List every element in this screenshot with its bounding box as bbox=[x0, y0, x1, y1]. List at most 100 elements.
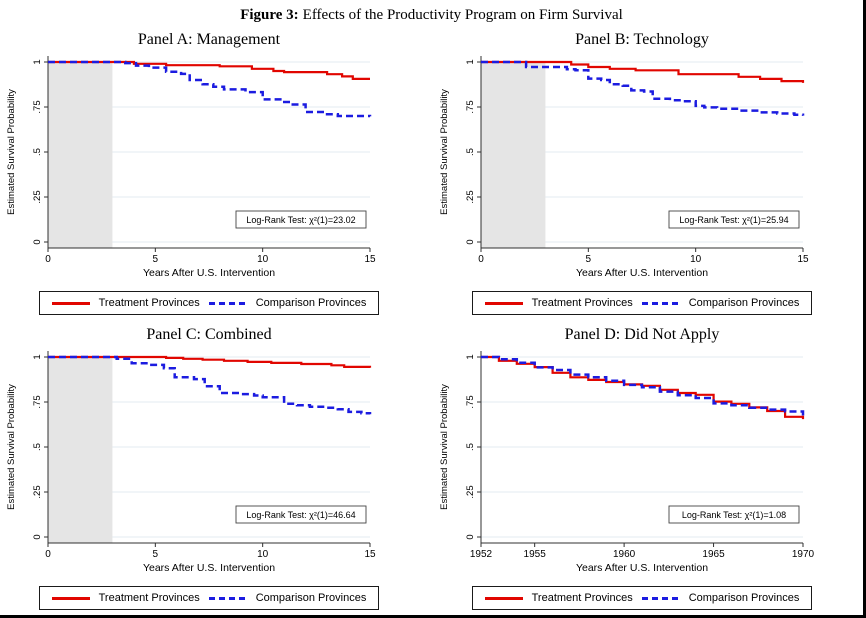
series-treatment-path bbox=[48, 60, 370, 80]
x-tick-label: 15 bbox=[797, 254, 809, 265]
logrank-box bbox=[235, 210, 367, 229]
x-tick-label: 15 bbox=[364, 254, 376, 265]
logrank-text: Log-Rank Test: χ²(1)=46.64 bbox=[246, 510, 355, 520]
logrank-text: Log-Rank Test: χ²(1)=23.02 bbox=[246, 215, 355, 225]
comparison-line-sample bbox=[208, 301, 247, 305]
y-tick-label: .25 bbox=[32, 190, 43, 203]
comparison-line-sample bbox=[641, 301, 680, 305]
y-tick-label: .25 bbox=[465, 190, 476, 203]
x-tick-label: 0 bbox=[45, 549, 51, 560]
series-treatment-path bbox=[481, 60, 805, 83]
y-tick-label: .25 bbox=[465, 485, 476, 498]
legend: Treatment Provinces Comparison Provinces bbox=[2, 291, 416, 315]
x-tick-label: 1970 bbox=[792, 549, 815, 560]
y-tick-label: .5 bbox=[465, 443, 476, 451]
legend-label-comparison: Comparison Provinces bbox=[255, 297, 367, 309]
y-tick-label: 1 bbox=[32, 354, 43, 359]
treatment-line-sample bbox=[484, 301, 523, 305]
legend-label-treatment: Treatment Provinces bbox=[98, 592, 200, 604]
x-tick-label: 1960 bbox=[613, 549, 636, 560]
y-tick-label: .75 bbox=[465, 100, 476, 113]
legend-label-treatment: Treatment Provinces bbox=[531, 297, 633, 309]
logrank-box bbox=[235, 505, 367, 524]
legend-box: Treatment Provinces Comparison Provinces bbox=[471, 291, 813, 315]
treatment-line-sample bbox=[51, 596, 90, 600]
figure-title-text: Effects of the Productivity Program on F… bbox=[302, 7, 623, 23]
x-tick-label: 10 bbox=[257, 254, 269, 265]
panel-a-title: Panel A: Management bbox=[137, 31, 281, 48]
panel-c-title: Panel C: Combined bbox=[146, 326, 272, 343]
legend-label-comparison: Comparison Provinces bbox=[255, 592, 367, 604]
logrank-box bbox=[668, 210, 800, 229]
series-comparison-path bbox=[48, 60, 372, 118]
logrank-text: Log-Rank Test: χ²(1)=25.94 bbox=[679, 215, 788, 225]
y-tick-label: .75 bbox=[465, 395, 476, 408]
logrank-text: Log-Rank Test: χ²(1)=1.08 bbox=[682, 510, 786, 520]
x-tick-label: 1955 bbox=[524, 549, 547, 560]
treatment-line-sample bbox=[51, 301, 90, 305]
panel-d-title: Panel D: Did Not Apply bbox=[564, 326, 720, 343]
legend-box: Treatment Provinces Comparison Provinces bbox=[38, 586, 380, 610]
figure-title: Figure 3: Effects of the Productivity Pro… bbox=[0, 7, 863, 24]
legend: Treatment Provinces Comparison Provinces bbox=[435, 586, 849, 610]
x-tick-label: 10 bbox=[257, 549, 269, 560]
legend-label-treatment: Treatment Provinces bbox=[531, 592, 633, 604]
shaded-period-region bbox=[481, 62, 546, 248]
series-comparison-path bbox=[481, 60, 805, 116]
legend-label-comparison: Comparison Provinces bbox=[688, 297, 800, 309]
x-tick-label: 5 bbox=[586, 254, 592, 265]
panel-b-title: Panel B: Technology bbox=[575, 31, 709, 48]
x-tick-label: 10 bbox=[690, 254, 702, 265]
comparison-line-sample bbox=[641, 596, 680, 600]
y-tick-label: .5 bbox=[465, 148, 476, 156]
x-axis-title: Years After U.S. Intervention bbox=[143, 562, 275, 574]
y-tick-label: .75 bbox=[32, 100, 43, 113]
y-tick-label: .5 bbox=[32, 443, 43, 451]
panel-d-did-not-apply: Panel D: Did Not Apply 0 .25 .5 .75 1 1952 195… bbox=[435, 324, 863, 615]
panel-c-combined: Panel C: Combined 0.25.5.75 1 0 5 10 15 Estima… bbox=[2, 324, 431, 615]
series-comparison-path bbox=[48, 355, 372, 415]
y-axis-title: Estimated Survival Probability bbox=[439, 89, 450, 215]
panel-a-management: Panel A: Management 0.25.5.75 1 0 5 10 15 Esti… bbox=[2, 29, 431, 321]
y-tick-label: .75 bbox=[32, 395, 43, 408]
panel-d-chart: 0 .25 .5 .75 1 1952 1955 1960 1965 1970 Estimated … bbox=[439, 351, 815, 574]
x-tick-label: 5 bbox=[153, 254, 159, 265]
shaded-period-region bbox=[48, 357, 113, 543]
y-tick-label: 0 bbox=[465, 534, 476, 539]
x-tick-label: 1952 bbox=[470, 549, 493, 560]
x-tick-label: 0 bbox=[478, 254, 484, 265]
series-comparison-path bbox=[481, 355, 805, 416]
panel-b-technology: Panel B: Technology 0.25.5.75 1 0 5 10 15 Esti… bbox=[435, 29, 863, 321]
y-tick-label: 0 bbox=[465, 239, 476, 244]
y-tick-label: .5 bbox=[32, 148, 43, 156]
x-axis-title: Years After U.S. Intervention bbox=[576, 267, 708, 279]
y-tick-label: 1 bbox=[465, 354, 476, 359]
y-axis-title: Estimated Survival Probability bbox=[6, 89, 17, 215]
x-tick-label: 0 bbox=[45, 254, 51, 265]
legend: Treatment Provinces Comparison Provinces bbox=[435, 291, 849, 315]
treatment-line-sample bbox=[484, 596, 523, 600]
shaded-period-region bbox=[48, 62, 113, 248]
legend-box: Treatment Provinces Comparison Provinces bbox=[38, 291, 380, 315]
logrank-box bbox=[668, 505, 800, 524]
y-axis-title: Estimated Survival Probability bbox=[6, 384, 17, 510]
comparison-line-sample bbox=[208, 596, 247, 600]
legend: Treatment Provinces Comparison Provinces bbox=[2, 586, 416, 610]
legend-label-treatment: Treatment Provinces bbox=[98, 297, 200, 309]
series-treatment-path bbox=[48, 355, 372, 368]
legend-box: Treatment Provinces Comparison Provinces bbox=[471, 586, 813, 610]
y-tick-label: 1 bbox=[465, 59, 476, 64]
x-axis-title: Years After U.S. Intervention bbox=[143, 267, 275, 279]
y-axis-title: Estimated Survival Probability bbox=[439, 384, 450, 510]
figure-label: Figure 3: bbox=[240, 7, 299, 23]
x-axis-title: Years After U.S. Intervention bbox=[576, 562, 708, 574]
x-tick-label: 1965 bbox=[702, 549, 725, 560]
legend-label-comparison: Comparison Provinces bbox=[688, 592, 800, 604]
x-tick-label: 5 bbox=[153, 549, 159, 560]
y-tick-label: 0 bbox=[32, 534, 43, 539]
x-tick-label: 15 bbox=[364, 549, 376, 560]
